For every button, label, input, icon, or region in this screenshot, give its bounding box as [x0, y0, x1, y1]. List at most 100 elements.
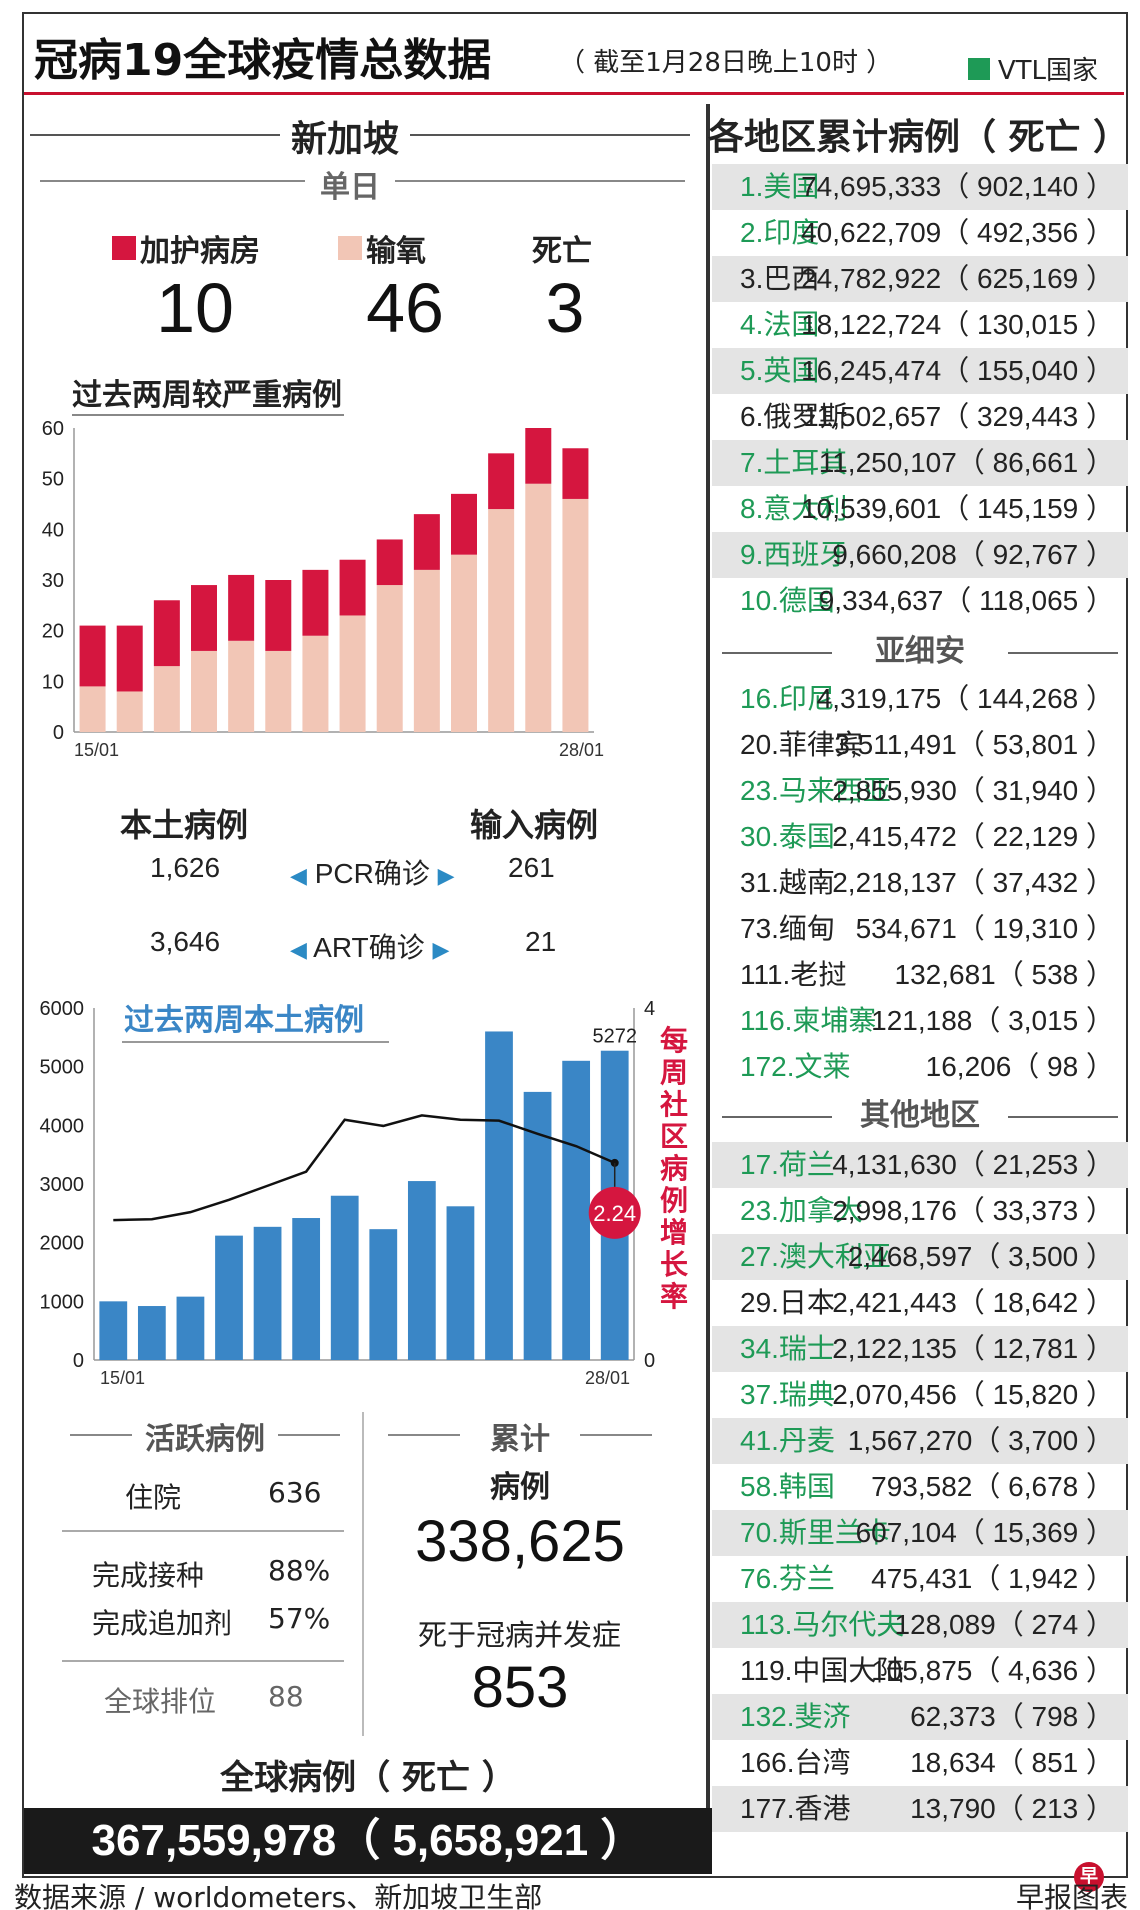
y-tick-label: 0	[73, 1350, 84, 1372]
death-value: 3	[545, 269, 585, 347]
pcr-local-value: 1,626	[150, 852, 221, 883]
bar-local-cases	[137, 1306, 166, 1360]
country-name: 119.中国大陆	[740, 1655, 905, 1686]
country-value: 18,634（ 851 ）	[910, 1747, 1114, 1778]
country-value: 475,431（ 1,942 ）	[871, 1563, 1114, 1594]
divider	[70, 1434, 132, 1436]
growth-rate-data-label: 2.24	[593, 1201, 636, 1226]
y-tick-label: 6000	[40, 998, 85, 1020]
table-row: 166.台湾 18,634（ 851 ）	[712, 1740, 1128, 1786]
vaccinated-label: 完成接种	[92, 1559, 205, 1592]
arrow-left-icon: ◀	[290, 863, 307, 888]
pcr-label-text: PCR确诊	[314, 858, 430, 889]
country-value: 9,660,208（ 92,767 ）	[832, 539, 1114, 570]
vtl-legend-label: VTL国家	[997, 56, 1098, 86]
divider	[278, 1434, 340, 1436]
imported-cases-label: 输入病例	[470, 806, 599, 844]
country-value: 16,206（ 98 ）	[925, 1051, 1114, 1082]
country-value: 128,089（ 274 ）	[894, 1609, 1115, 1640]
booster-label: 完成追加剂	[92, 1607, 233, 1640]
country-name: 70.斯里兰卡	[740, 1517, 891, 1548]
table-row: 73.缅甸 534,671（ 19,310 ）	[712, 906, 1128, 952]
country-value: 10,539,601（ 145,159 ）	[801, 493, 1114, 524]
bar-oxygen	[79, 686, 106, 732]
country-name: 5.英国	[740, 355, 820, 386]
vaccinated-value: 88%	[268, 1554, 331, 1587]
country-name: 30.泰国	[740, 821, 835, 852]
country-name: 4.法国	[740, 309, 820, 340]
country-value: 62,373（ 798 ）	[910, 1701, 1114, 1732]
table-row: 16.印尼 4,319,175（ 144,268 ）	[712, 676, 1128, 722]
table-row: 7.土耳其 11,250,107（ 86,661 ）	[712, 440, 1128, 486]
table-row: 17.荷兰 4,131,630（ 21,253 ）	[712, 1142, 1128, 1188]
table-row: 172.文莱 16,206（ 98 ）	[712, 1044, 1128, 1090]
bar-local-cases	[369, 1229, 398, 1360]
table-subheading: 其他地区	[712, 1096, 1128, 1136]
bar-local-cases	[330, 1195, 359, 1360]
arrow-right-icon: ▶	[432, 937, 450, 962]
y-tick-label: 60	[42, 420, 64, 440]
oxygen-label: 输氧	[338, 226, 426, 270]
chart2-title: 过去两周本土病例	[124, 1003, 364, 1038]
bar-oxygen	[302, 635, 329, 732]
growth-rate-marker	[588, 1186, 641, 1239]
country-value: 105,875（ 4,636 ）	[871, 1655, 1114, 1686]
country-name: 17.荷兰	[740, 1149, 835, 1180]
country-name: 177.香港	[740, 1793, 851, 1824]
table-row: 23.加拿大 2,998,176（ 33,373 ）	[712, 1188, 1128, 1234]
bar-local-cases	[562, 1060, 591, 1360]
global-label: 全球病例（ 死亡 ）	[220, 1758, 516, 1798]
y-tick-label: 3000	[40, 1174, 85, 1196]
y-tick-label: 2000	[40, 1233, 85, 1255]
table-row: 119.中国大陆 105,875（ 4,636 ）	[712, 1648, 1128, 1694]
bar-oxygen	[153, 666, 180, 732]
vtl-legend: VTL国家	[967, 50, 1098, 87]
country-value: 13,790（ 213 ）	[910, 1793, 1114, 1824]
country-value: 534,671（ 19,310 ）	[855, 913, 1114, 944]
bar-icu	[79, 625, 106, 687]
vtl-swatch-icon	[967, 57, 990, 80]
pcr-import-value: 261	[508, 852, 555, 883]
country-value: 2,855,930（ 31,940 ）	[832, 775, 1114, 806]
divider	[388, 1434, 460, 1436]
death-label: 死亡	[532, 226, 592, 270]
country-value: 4,131,630（ 21,253 ）	[832, 1149, 1114, 1180]
divider	[722, 1116, 832, 1118]
country-value: 132,681（ 538 ）	[894, 959, 1115, 990]
y-tick-label: 0	[53, 722, 64, 744]
country-value: 11,250,107（ 86,661 ）	[818, 447, 1114, 478]
hospital-value: 636	[268, 1476, 322, 1509]
divider	[1008, 1116, 1118, 1118]
arrow-right-icon: ▶	[437, 863, 455, 888]
zaobao-logo-icon: 早	[1074, 1862, 1104, 1892]
cumulative-cases-value: 338,625	[415, 1509, 625, 1574]
y2-axis-label-char: 长	[660, 1248, 688, 1281]
severe-cases-chart: 0 10 20 30 40 50 60 15/01 28/01	[42, 420, 604, 760]
table-row: 9.西班牙 9,660,208（ 92,767 ）	[712, 532, 1128, 578]
table-subheading: 亚细安	[712, 632, 1128, 672]
table-row: 3.巴西 24,782,922（ 625,169 ）	[712, 256, 1128, 302]
country-value: 18,122,724（ 130,015 ）	[801, 309, 1114, 340]
country-value: 2,468,597（ 3,500 ）	[847, 1241, 1114, 1272]
bar-oxygen	[562, 498, 589, 732]
country-name: 10.德国	[740, 585, 835, 616]
y2-axis-label-char: 增	[660, 1216, 688, 1249]
column-separator	[362, 1412, 364, 1736]
x-tick-label: 28/01	[585, 1368, 630, 1388]
x-tick-label: 15/01	[74, 740, 119, 760]
chart1-title-underline	[72, 414, 344, 416]
bar-oxygen	[339, 615, 366, 732]
table-row: 41.丹麦 1,567,270（ 3,700 ）	[712, 1418, 1128, 1464]
rank-value: 88	[268, 1680, 304, 1713]
bar-icu	[413, 514, 440, 570]
table-row: 177.香港 13,790（ 213 ）	[712, 1786, 1128, 1832]
death-label-text: 死亡	[532, 234, 592, 269]
divider	[410, 134, 690, 136]
bar-local-cases	[176, 1296, 205, 1360]
global-value: 367,559,978（ 5,658,921 ）	[24, 1808, 712, 1874]
icu-label-text: 加护病房	[140, 234, 260, 269]
table-row: 76.芬兰 475,431（ 1,942 ）	[712, 1556, 1128, 1602]
bar-oxygen	[525, 483, 552, 732]
table-row: 4.法国 18,122,724（ 130,015 ）	[712, 302, 1128, 348]
country-name: 23.加拿大	[740, 1195, 863, 1226]
